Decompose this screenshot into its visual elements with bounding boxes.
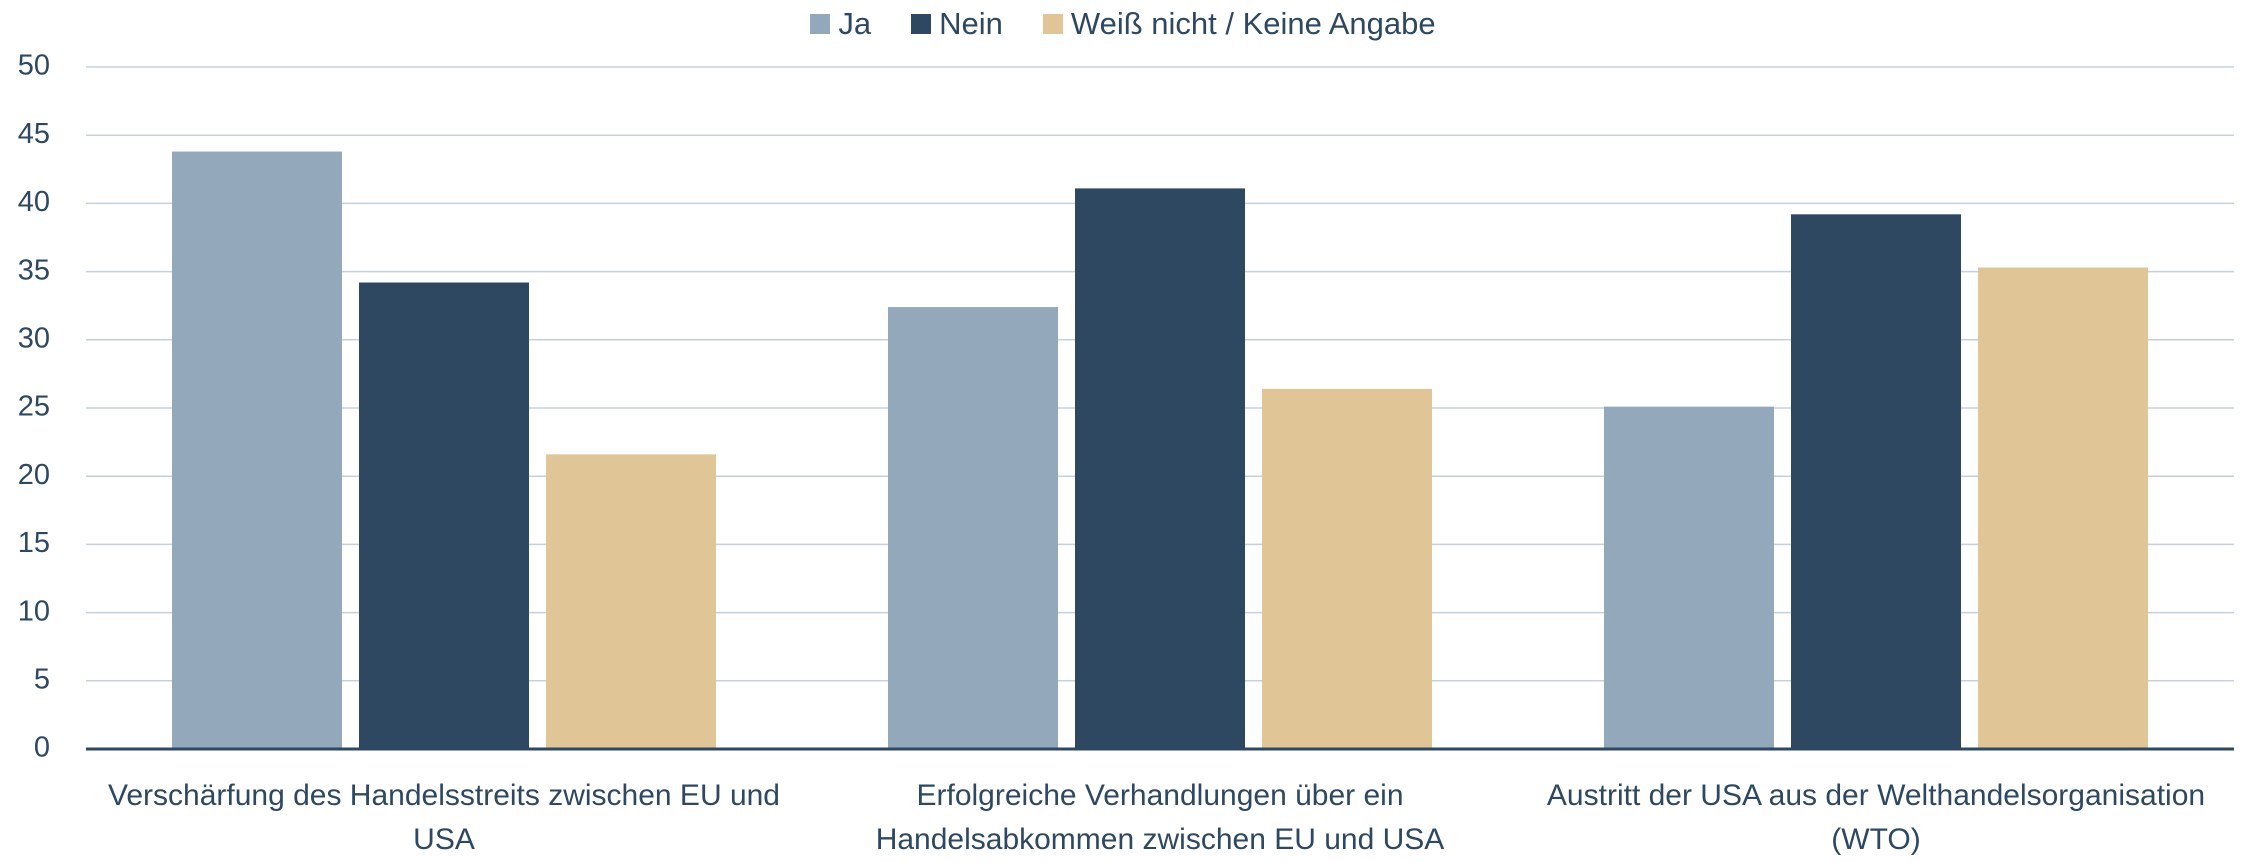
legend: Ja Nein Weiß nicht / Keine Angabe — [0, 6, 2246, 42]
bar — [1791, 214, 1961, 749]
legend-item: Nein — [911, 6, 1003, 42]
y-tick-label: 10 — [18, 595, 50, 627]
y-tick-label: 0 — [34, 732, 50, 764]
y-tick-label: 25 — [18, 391, 50, 423]
bar — [172, 151, 342, 749]
legend-item: Ja — [810, 6, 871, 42]
bar — [1262, 388, 1432, 749]
x-tick-label: Verschärfung des Handelsstreits zwischen… — [107, 779, 780, 856]
y-tick-label: 30 — [18, 322, 50, 354]
bar — [546, 454, 716, 749]
legend-swatch — [1042, 14, 1063, 34]
y-tick-label: 50 — [18, 50, 50, 82]
y-tick-label: 20 — [18, 459, 50, 491]
y-tick-label: 45 — [18, 118, 50, 150]
x-tick-label: Erfolgreiche Verhandlungen über ein Hand… — [875, 779, 1445, 856]
bar — [1604, 406, 1774, 749]
y-tick-label: 5 — [34, 663, 50, 695]
bar — [888, 307, 1058, 749]
legend-label: Weiß nicht / Keine Angabe — [1070, 6, 1436, 41]
legend-swatch — [810, 14, 831, 34]
y-tick-label: 35 — [18, 254, 50, 286]
legend-label: Nein — [939, 6, 1003, 41]
bar — [1978, 267, 2148, 749]
legend-item: Weiß nicht / Keine Angabe — [1042, 6, 1436, 42]
legend-label: Ja — [838, 6, 872, 41]
bar — [359, 282, 529, 749]
x-tick-label: Austritt der USA aus der Welthandelsorga… — [1546, 779, 2206, 856]
bar — [1075, 188, 1245, 749]
legend-swatch — [911, 14, 932, 34]
y-tick-label: 15 — [18, 527, 50, 559]
y-tick-label: 40 — [18, 186, 50, 218]
